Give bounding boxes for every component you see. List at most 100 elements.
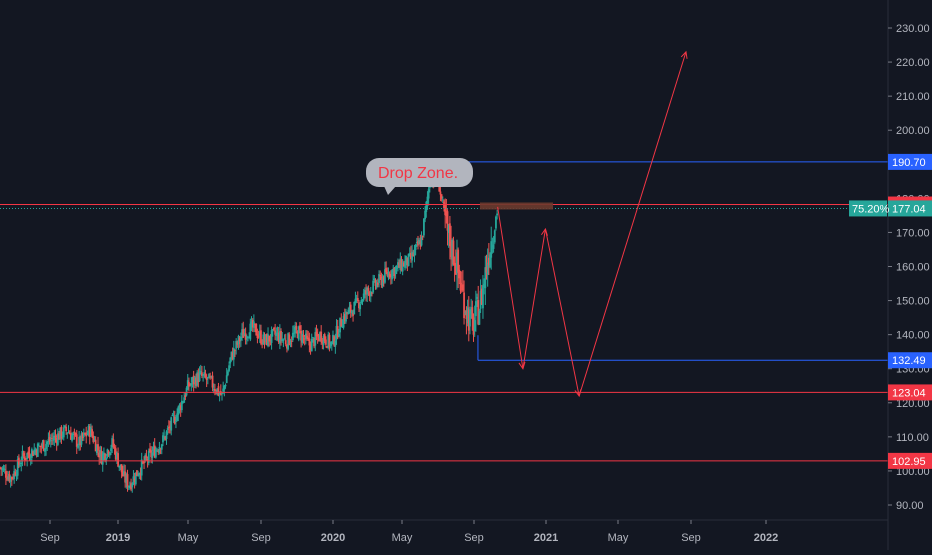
candle-body [80, 433, 83, 445]
level-price-label: 102.95 [892, 456, 926, 468]
projection-arrowhead [574, 389, 582, 398]
candle-body [373, 278, 376, 281]
candle-body [189, 384, 192, 386]
candle-body [237, 335, 240, 345]
candle-body [341, 325, 344, 328]
candle-body [353, 301, 356, 315]
candle-body [147, 450, 150, 463]
candle-body [378, 274, 380, 283]
candle-body [100, 450, 103, 465]
candle-body [265, 334, 268, 346]
candle-body [127, 486, 130, 488]
candle-body [414, 244, 417, 250]
candle-body [176, 413, 179, 421]
candle-body [312, 337, 314, 339]
candle-body [445, 211, 448, 216]
time-tick-label: May [392, 532, 413, 544]
candle-body [362, 293, 365, 300]
candle-body [464, 313, 467, 315]
candle-body [105, 457, 108, 461]
candle-body [68, 433, 71, 435]
candle-body [221, 392, 223, 394]
time-tick-label: 2021 [534, 532, 558, 544]
candle-body [463, 292, 465, 319]
candle-body [332, 334, 334, 344]
candle-body [379, 274, 382, 277]
candle-body [164, 436, 167, 440]
candle-body [38, 445, 40, 447]
candle-body [269, 340, 272, 342]
candle-body [480, 288, 483, 305]
candle-body [186, 380, 189, 390]
candle-body [35, 450, 38, 456]
callout-bubble [366, 158, 473, 187]
candle-body [410, 252, 412, 259]
candle-body [345, 311, 347, 322]
drawings-layer: Drop Zone. [366, 50, 688, 398]
candle-body [295, 325, 298, 330]
candle-body [255, 323, 258, 336]
candle-body [27, 451, 30, 455]
candle-body [12, 477, 14, 479]
candle-body [304, 333, 307, 339]
candle-body [156, 449, 158, 451]
candle-body [49, 440, 52, 442]
candle-body [350, 310, 353, 314]
candle-body [252, 321, 255, 328]
candle-body [365, 290, 367, 295]
candle-body [144, 454, 147, 462]
candle-body [71, 435, 73, 441]
candle-body [77, 446, 79, 448]
candle-body [339, 317, 341, 333]
candle-body [334, 340, 337, 347]
candle-body [1, 468, 4, 470]
candle-body [114, 448, 117, 460]
candle-body [280, 330, 282, 340]
candle-body [107, 450, 110, 455]
candle-body [201, 372, 203, 376]
candle-body [495, 216, 497, 229]
candle-body [75, 434, 78, 447]
candle-body [15, 474, 18, 477]
candle-body [333, 336, 336, 346]
candle-body [62, 427, 65, 438]
candle-body [195, 377, 197, 386]
candle-body [420, 237, 423, 246]
candle-body [52, 439, 55, 441]
candle-body [154, 449, 157, 458]
candle-body [290, 340, 293, 342]
candle-body [288, 334, 291, 345]
callout-pointer [384, 186, 396, 195]
candle-body [23, 456, 26, 461]
candle-body [205, 377, 208, 380]
candle-body [162, 435, 164, 443]
candle-body [460, 285, 463, 287]
candle-body [465, 310, 468, 320]
candle-body [412, 253, 415, 257]
range-price-label-bg [888, 153, 932, 170]
candle-body [313, 338, 315, 347]
candle-body [282, 339, 285, 341]
candle-body [374, 280, 377, 286]
candle-body [454, 265, 457, 275]
time-axis[interactable]: Sep 2019 May Sep 2020 May Sep 2021 May Sep 2022 [40, 520, 778, 544]
candle-body [157, 451, 160, 453]
candle-body [5, 471, 7, 478]
candle-body [66, 432, 69, 434]
candle-body [287, 333, 290, 350]
candle-body [426, 196, 429, 203]
time-tick-label: Sep [40, 532, 60, 544]
range-price-label: 132.49 [892, 355, 926, 367]
candle-body [406, 257, 409, 266]
price-tick-label: 150.00 [896, 296, 930, 308]
candle-body [236, 342, 239, 345]
candle-body [130, 483, 132, 490]
candle-body [28, 453, 31, 459]
candle-body [87, 425, 90, 435]
candle-body [149, 448, 151, 452]
candle-body [159, 448, 162, 450]
candle-body [64, 425, 66, 428]
candle-body [212, 389, 215, 391]
